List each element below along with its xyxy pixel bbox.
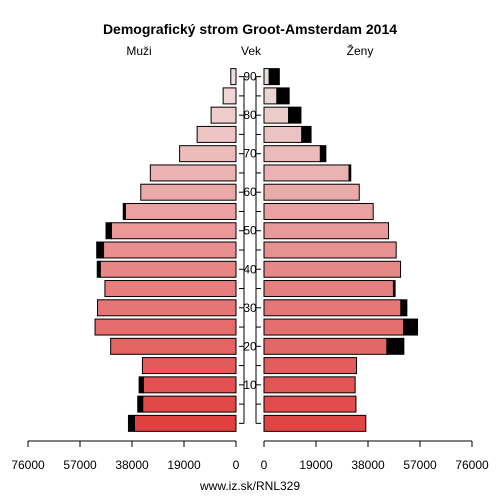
age-axis-label: Vek bbox=[241, 44, 262, 58]
male-bar-25 bbox=[94, 318, 237, 336]
male-bar-35 bbox=[104, 280, 237, 298]
female-surplus-90 bbox=[268, 68, 280, 86]
female-bar-25 bbox=[263, 318, 405, 336]
female-bar-75 bbox=[263, 125, 303, 143]
male-bar-90 bbox=[230, 68, 237, 86]
age-tick-label: 90 bbox=[243, 70, 257, 84]
female-bar-85 bbox=[263, 87, 278, 105]
male-bar-50 bbox=[110, 222, 237, 240]
male-surplus-50 bbox=[105, 222, 112, 240]
female-bar-30 bbox=[263, 299, 402, 317]
male-surplus-40 bbox=[96, 260, 101, 278]
female-surplus-35 bbox=[392, 280, 396, 298]
male-surplus-10 bbox=[138, 376, 144, 394]
age-tick-label: 60 bbox=[243, 185, 257, 199]
male-bar-60 bbox=[140, 183, 237, 201]
female-bar-90 bbox=[263, 68, 270, 86]
female-surplus-20 bbox=[386, 337, 405, 355]
female-surplus-70 bbox=[319, 145, 327, 163]
male-surplus-0 bbox=[127, 414, 135, 432]
footer-source: www.iz.sk/RNL329 bbox=[199, 479, 300, 493]
male-bar-5 bbox=[142, 395, 237, 413]
x-tick-label-female: 57000 bbox=[403, 458, 437, 472]
female-surplus-85 bbox=[276, 87, 290, 105]
male-bar-40 bbox=[99, 260, 237, 278]
male-bar-65 bbox=[149, 164, 237, 182]
x-tick-label-female: 0 bbox=[261, 458, 268, 472]
age-tick-label: 30 bbox=[243, 301, 257, 315]
female-bar-15 bbox=[263, 357, 358, 375]
x-tick-label-male: 19000 bbox=[167, 458, 201, 472]
x-tick-label-female: 19000 bbox=[299, 458, 333, 472]
age-axis: 10 20 30 40 50 60 70 80 90 bbox=[239, 70, 261, 424]
male-bar-20 bbox=[110, 337, 237, 355]
female-surplus-30 bbox=[400, 299, 408, 317]
female-bar-40 bbox=[263, 260, 402, 278]
female-bar-5 bbox=[263, 395, 357, 413]
male-bar-55 bbox=[124, 202, 237, 220]
age-tick-label: 80 bbox=[243, 108, 257, 122]
male-bar-45 bbox=[103, 241, 237, 259]
male-bar-70 bbox=[179, 145, 237, 163]
male-bar-75 bbox=[196, 125, 237, 143]
female-bar-50 bbox=[263, 222, 390, 240]
x-axis-male: 76000 57000 38000 19000 0 bbox=[11, 440, 240, 472]
age-tick-label: 10 bbox=[243, 378, 257, 392]
female-bar-10 bbox=[263, 376, 356, 394]
female-bar-55 bbox=[263, 202, 374, 220]
male-bar-10 bbox=[142, 376, 237, 394]
age-tick-label: 40 bbox=[243, 262, 257, 276]
age-tick-label: 50 bbox=[243, 224, 257, 238]
chart-title: Demografický strom Groot-Amsterdam 2014 bbox=[103, 21, 397, 37]
x-tick-label-female: 76000 bbox=[455, 458, 489, 472]
male-bar-15 bbox=[141, 357, 237, 375]
x-tick-label-male: 0 bbox=[233, 458, 240, 472]
female-bar-45 bbox=[263, 241, 397, 259]
female-surplus-25 bbox=[403, 318, 419, 336]
male-surplus-45 bbox=[96, 241, 105, 259]
female-bar-80 bbox=[263, 106, 290, 124]
female-surplus-80 bbox=[288, 106, 302, 124]
male-bar-30 bbox=[97, 299, 237, 317]
female-bar-65 bbox=[263, 164, 350, 182]
x-tick-label-male: 38000 bbox=[115, 458, 149, 472]
age-tick-label: 20 bbox=[243, 339, 257, 353]
x-axis-female: 0 19000 38000 57000 76000 bbox=[261, 440, 489, 472]
female-bar-35 bbox=[263, 280, 394, 298]
female-bar-20 bbox=[263, 337, 388, 355]
female-surplus-75 bbox=[301, 125, 312, 143]
male-bar-0 bbox=[133, 414, 237, 432]
female-bars bbox=[263, 68, 419, 432]
male-surplus-5 bbox=[137, 395, 144, 413]
female-surplus-65 bbox=[348, 164, 352, 182]
female-bar-60 bbox=[263, 183, 360, 201]
x-tick-label-female: 38000 bbox=[351, 458, 385, 472]
female-bar-0 bbox=[263, 414, 367, 432]
female-bar-70 bbox=[263, 145, 321, 163]
male-surplus-55 bbox=[122, 202, 126, 220]
male-bar-85 bbox=[222, 87, 237, 105]
x-tick-label-male: 76000 bbox=[11, 458, 45, 472]
male-bars bbox=[94, 68, 237, 432]
male-label: Muži bbox=[126, 44, 151, 58]
x-tick-label-male: 57000 bbox=[63, 458, 97, 472]
male-bar-80 bbox=[210, 106, 237, 124]
female-label: Ženy bbox=[347, 43, 374, 58]
age-tick-label: 70 bbox=[243, 147, 257, 161]
